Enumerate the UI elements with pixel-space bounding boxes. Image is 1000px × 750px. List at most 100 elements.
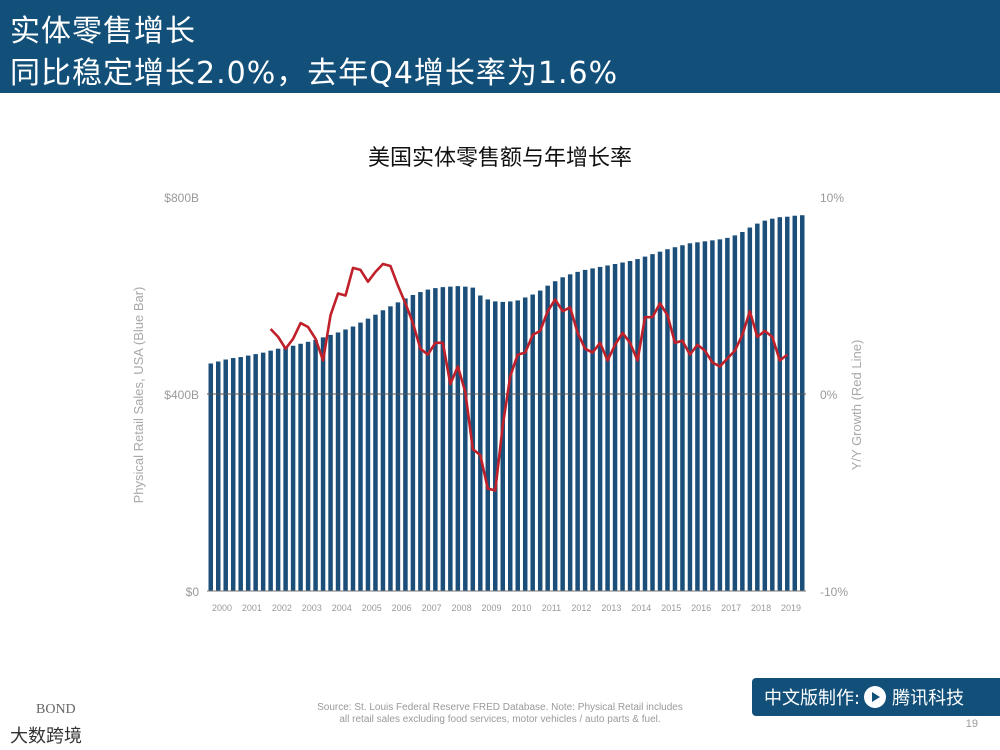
sales-bar	[770, 218, 775, 592]
y-left-tick-label: $400B	[164, 388, 199, 402]
x-year-label: 2015	[661, 603, 681, 613]
chart-title: 美国实体零售额与年增长率	[367, 146, 632, 171]
x-year-label: 2012	[571, 603, 591, 613]
slide-header: 实体零售增长 同比稳定增长2.0%，去年Q4增长率为1.6%	[0, 0, 1000, 93]
sales-bar	[440, 287, 446, 591]
sales-bar	[395, 302, 401, 591]
sales-bar	[537, 290, 543, 591]
x-year-label: 2011	[542, 603, 561, 613]
sales-bar	[260, 352, 266, 591]
sales-bar	[238, 357, 243, 591]
sales-bar	[777, 217, 783, 591]
sales-bar	[747, 227, 753, 592]
sales-bar	[463, 286, 468, 591]
sales-bar	[680, 245, 685, 591]
source-note: Source: St. Louis Federal Reserve FRED D…	[300, 702, 700, 726]
retail-sales-chart: $800B $400B $0 10% 0% -10% 2000 2001 2002 2003 200…	[131, 191, 864, 613]
sales-bar	[792, 215, 798, 591]
sales-bar	[365, 318, 371, 591]
sales-bar	[590, 268, 595, 591]
sales-bar	[320, 337, 326, 591]
sales-bar	[717, 239, 723, 592]
sales-bar	[627, 261, 633, 591]
sales-bar	[268, 350, 273, 591]
sales-bar	[418, 292, 423, 591]
sales-bar	[343, 329, 348, 591]
y-right-axis-title: Y/Y Growth (Red Line)	[849, 340, 864, 471]
x-year-label: 2009	[482, 603, 502, 613]
sales-bar	[335, 332, 341, 591]
sales-bar	[493, 301, 498, 591]
sales-bar	[230, 358, 236, 591]
sales-bar	[552, 281, 558, 591]
sales-bar	[687, 243, 693, 592]
sales-bar	[305, 341, 311, 591]
sales-bar	[560, 277, 565, 591]
sales-bar	[702, 241, 708, 591]
sales-bar	[253, 354, 258, 591]
x-year-label: 2013	[601, 603, 621, 613]
growth-line	[269, 262, 789, 492]
page-number: 19	[965, 718, 978, 730]
sales-bar	[350, 326, 356, 591]
sales-bar	[530, 294, 535, 591]
sales-bar	[755, 223, 760, 591]
sales-bar	[290, 345, 296, 591]
sales-bar	[545, 285, 550, 591]
sales-bar	[672, 247, 678, 592]
credit-banner: 中文版制作: 腾讯科技	[752, 678, 1000, 716]
credit-label: 中文版制作:	[764, 688, 861, 709]
y-left-tick-label: $800B	[164, 191, 199, 205]
x-year-label: 2014	[631, 603, 651, 613]
sales-bar	[582, 269, 588, 591]
x-year-label: 2007	[422, 603, 442, 613]
x-year-label: 2001	[242, 603, 262, 613]
sales-bar	[612, 263, 618, 591]
sales-bar	[522, 297, 528, 591]
sales-bar	[455, 286, 461, 591]
sales-bar	[515, 300, 520, 591]
y-left-axis-title: Physical Retail Sales, USA (Blue Bar)	[131, 287, 146, 504]
sales-bar	[245, 355, 251, 591]
sales-bar	[410, 295, 416, 591]
sales-bar	[388, 306, 393, 591]
sales-bar	[597, 266, 603, 591]
x-year-label: 2005	[362, 603, 382, 613]
y-right-tick-label: -10%	[820, 585, 848, 599]
y-right-tick-label: 10%	[820, 191, 844, 205]
sales-bar	[508, 301, 513, 591]
slide-title: 实体零售增长	[10, 14, 196, 49]
sales-bar	[478, 295, 483, 591]
y-left-tick-label: $0	[186, 585, 200, 599]
sales-bar	[328, 334, 333, 591]
sales-bar	[605, 265, 610, 591]
x-year-label: 2004	[332, 603, 352, 613]
sales-bar	[762, 220, 768, 591]
x-year-label: 2010	[511, 603, 531, 613]
x-year-label: 2016	[691, 603, 711, 613]
x-year-label: 2008	[452, 603, 472, 613]
sales-bar	[575, 271, 580, 591]
sales-bar	[485, 299, 491, 591]
sales-bar	[275, 348, 281, 591]
slide-subtitle: 同比稳定增长2.0%，去年Q4增长率为1.6%	[10, 56, 619, 91]
x-year-label: 2006	[392, 603, 412, 613]
bond-text: BOND	[36, 702, 76, 717]
x-year-label: 2018	[751, 603, 771, 613]
sales-bar	[283, 347, 288, 591]
sales-bar	[358, 322, 363, 591]
sales-bar	[650, 254, 655, 591]
sales-bar	[313, 339, 318, 591]
source-note-line-2: all retail sales excluding food services…	[339, 714, 661, 725]
sales-bar	[620, 262, 625, 591]
sales-bar	[695, 242, 700, 591]
sales-bar	[725, 237, 730, 591]
x-year-label: 2002	[272, 603, 292, 613]
sales-bar	[740, 231, 745, 591]
x-year-label: 2003	[302, 603, 322, 613]
sales-bar	[223, 359, 228, 591]
y-right-tick-label: 0%	[820, 388, 838, 402]
sales-bar	[785, 216, 790, 591]
sales-bar	[380, 310, 386, 591]
sales-bar	[403, 298, 408, 591]
